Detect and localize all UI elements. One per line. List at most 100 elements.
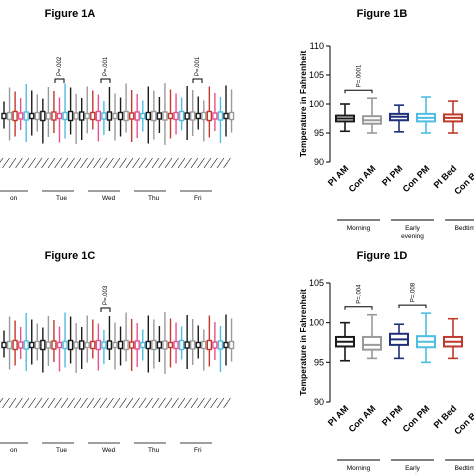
box-iqr xyxy=(189,340,196,350)
box-iqr xyxy=(90,340,96,350)
fig1A-box xyxy=(117,97,124,137)
fig1D-category-label: Con PM xyxy=(401,403,432,434)
fig1C-box xyxy=(78,327,85,369)
fig1D-box-1 xyxy=(362,313,382,360)
fig1C-box xyxy=(145,315,152,373)
fig1C-box xyxy=(173,322,179,364)
fig1C-pvalue-bracket xyxy=(100,307,111,312)
fig1B-box-4 xyxy=(443,100,463,134)
fig1A-box xyxy=(189,90,196,136)
box-iqr xyxy=(128,112,135,120)
box-iqr xyxy=(228,340,235,350)
box-iqr xyxy=(212,341,218,349)
box-iqr xyxy=(51,340,57,350)
rotated-tick xyxy=(106,397,114,409)
box-iqr xyxy=(56,112,63,120)
box-iqr xyxy=(167,341,174,349)
box-iqr xyxy=(40,339,46,351)
fig1A-box xyxy=(84,86,90,134)
rotated-tick xyxy=(67,397,75,409)
box-iqr xyxy=(217,340,224,350)
rotated-tick xyxy=(8,397,17,409)
fig1B-y-tick-label: 105 xyxy=(309,70,324,80)
fig1A-box xyxy=(145,86,152,144)
fig1D-group-label: Morning xyxy=(347,465,371,472)
fig1C-box xyxy=(178,326,185,360)
rotated-tick xyxy=(197,397,205,409)
box-iqr xyxy=(162,340,168,350)
rotated-tick xyxy=(60,397,69,409)
fig1B-y-tick-label: 95 xyxy=(314,128,324,138)
fig1B-y-axis-label: Temperature in Fahrenheit xyxy=(298,51,308,158)
fig1A-box xyxy=(34,94,40,132)
figure-1a-title: Figure 1A xyxy=(45,8,96,20)
fig1C-box xyxy=(17,327,24,359)
rotated-tick xyxy=(8,157,17,169)
fig1B-pvalue-label: P=.0001 xyxy=(357,64,363,87)
fig1C-box xyxy=(156,326,163,362)
rotated-tick xyxy=(0,157,4,163)
fig1C-plot: on Tue Wed Thu Fri P=.003 xyxy=(0,285,235,454)
fig1C-day-label: on xyxy=(10,447,18,454)
rotated-tick xyxy=(177,157,186,169)
rotated-tick xyxy=(99,397,108,409)
fig1C-box xyxy=(206,315,213,367)
fig1A-box xyxy=(140,100,146,132)
rotated-tick xyxy=(80,397,88,409)
rotated-tick xyxy=(73,397,82,409)
fig1A-box xyxy=(90,90,96,130)
rotated-tick xyxy=(138,397,147,409)
fig1C-box xyxy=(45,316,52,366)
rotated-tick xyxy=(223,397,231,409)
rotated-tick xyxy=(125,397,134,409)
box-iqr xyxy=(78,340,85,350)
fig1D-category-label: PI PM xyxy=(380,403,404,427)
fig1C-box xyxy=(117,326,124,366)
box-iqr xyxy=(140,112,146,120)
fig1C-box xyxy=(29,319,35,365)
box-iqr xyxy=(134,340,140,350)
box-iqr xyxy=(1,112,7,120)
box-iqr xyxy=(223,112,229,120)
fig1C-box xyxy=(140,329,146,361)
rotated-tick xyxy=(47,397,56,409)
fig1B-y-tick-label: 100 xyxy=(309,99,324,109)
box-iqr xyxy=(206,339,213,351)
box-iqr xyxy=(201,111,207,121)
fig1B-group-label: Early evening xyxy=(401,225,424,240)
fig1B-box-1 xyxy=(362,97,382,134)
fig1C-box xyxy=(195,325,201,359)
box-iqr xyxy=(17,112,24,120)
rotated-tick xyxy=(216,157,225,169)
rotated-tick xyxy=(28,397,36,409)
rotated-tick xyxy=(164,397,173,409)
fig1D-category-label: Con AM xyxy=(347,403,378,434)
rotated-tick xyxy=(0,397,4,403)
rotated-tick xyxy=(86,397,95,409)
box-iqr xyxy=(178,110,185,122)
rotated-tick xyxy=(34,157,43,169)
rotated-tick xyxy=(34,397,43,409)
fig1A-day-label: Wed xyxy=(102,195,116,202)
fig1A-plot: on Tue Wed Thu Fri P=.002 P=.001 P=.001 xyxy=(0,56,235,202)
box-iqr xyxy=(151,339,157,351)
rotated-tick xyxy=(210,157,218,169)
figure-1b-title: Figure 1B xyxy=(357,8,408,20)
fig1C-box xyxy=(1,330,7,358)
fig1A-box xyxy=(62,83,68,139)
fig1A-day-label: Fri xyxy=(194,195,202,202)
box-iqr xyxy=(123,110,129,122)
box-iqr xyxy=(189,111,196,121)
rotated-tick xyxy=(99,157,108,169)
fig1A-box xyxy=(6,87,13,141)
rotated-tick xyxy=(125,157,134,169)
fig1A-day-label: Thu xyxy=(148,195,160,202)
box-iqr xyxy=(17,341,24,349)
figure-1d-title: Figure 1D xyxy=(357,250,408,262)
fig1A-box xyxy=(73,94,79,144)
box-iqr xyxy=(195,112,201,120)
rotated-tick xyxy=(145,157,153,169)
fig1A-box xyxy=(95,94,102,142)
